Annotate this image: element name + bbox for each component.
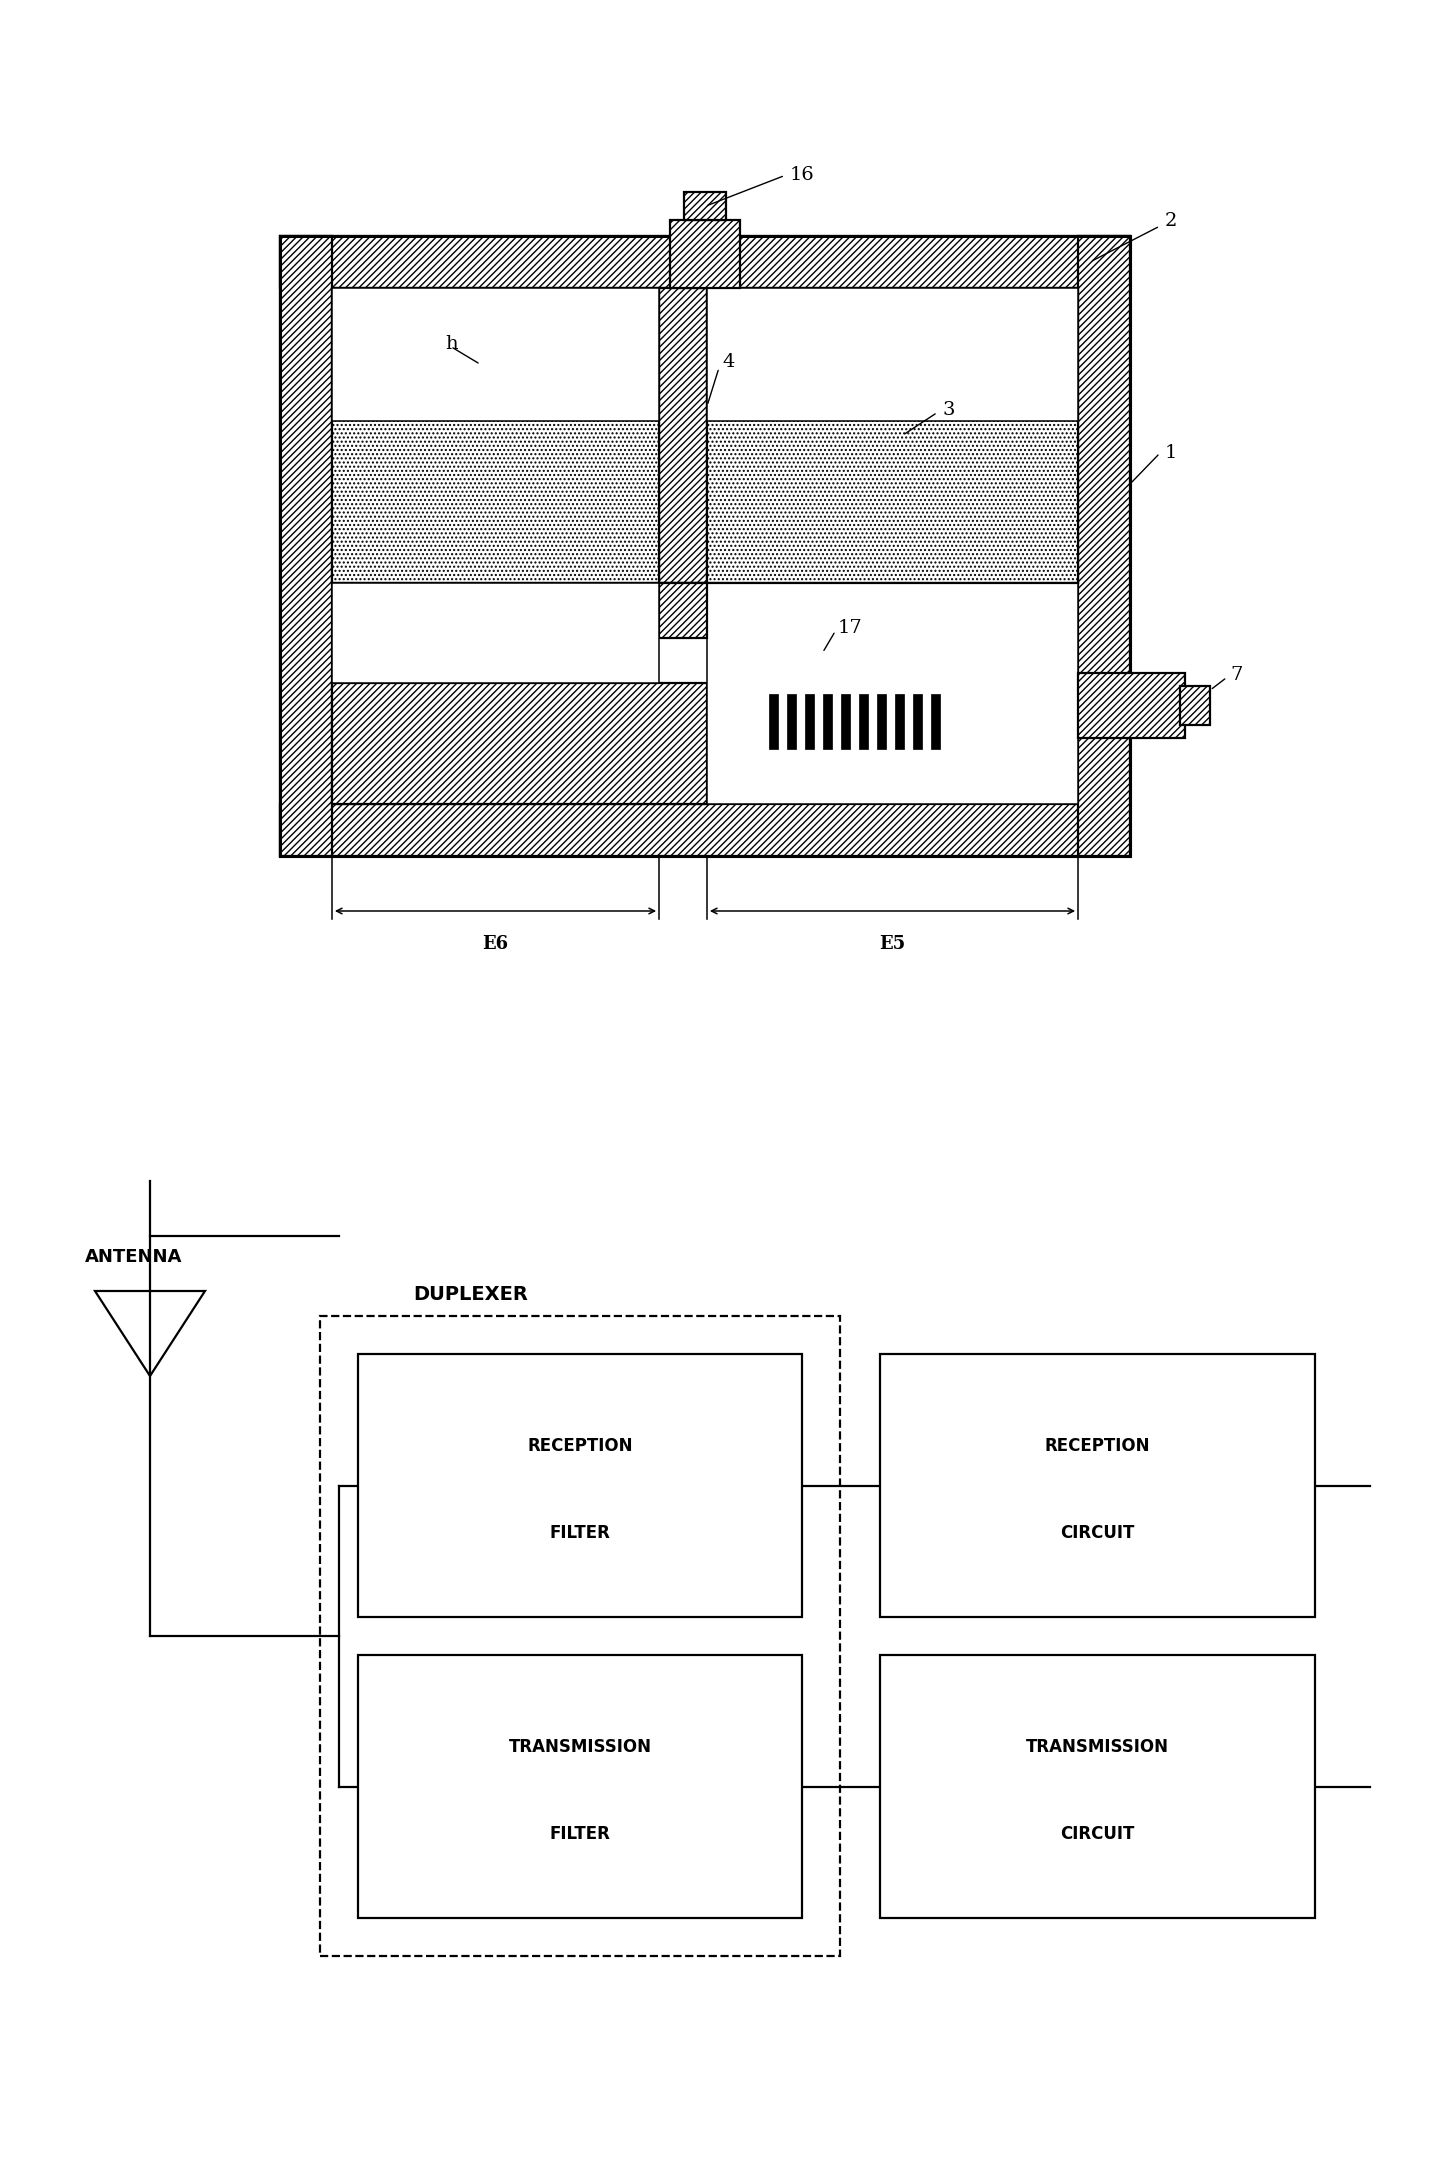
Bar — [332, 583, 659, 683]
Bar — [858, 694, 867, 749]
Bar — [332, 287, 659, 583]
Bar — [279, 235, 1131, 855]
Bar — [707, 287, 1078, 420]
Bar — [822, 694, 832, 749]
Text: RECEPTION: RECEPTION — [527, 1438, 633, 1456]
Text: CIRCUIT: CIRCUIT — [1061, 1523, 1135, 1543]
Text: E5: E5 — [879, 936, 905, 953]
Text: DUPLEXER: DUPLEXER — [413, 1286, 528, 1303]
Text: 1: 1 — [1165, 444, 1177, 461]
Text: RECEPTION: RECEPTION — [1045, 1438, 1151, 1456]
Bar — [768, 694, 778, 749]
Text: 3: 3 — [943, 400, 954, 420]
Bar — [841, 694, 850, 749]
Bar — [279, 235, 332, 855]
Text: 7: 7 — [1229, 666, 1243, 683]
Bar — [707, 583, 1078, 803]
Bar — [279, 803, 1131, 855]
Bar — [895, 694, 904, 749]
Bar — [669, 220, 741, 287]
Bar — [912, 694, 922, 749]
Bar — [279, 235, 1131, 287]
Bar — [931, 694, 940, 749]
Text: 4: 4 — [722, 353, 735, 370]
Text: TRANSMISSION: TRANSMISSION — [508, 1739, 652, 1756]
Bar — [787, 694, 796, 749]
Text: h: h — [445, 335, 458, 353]
Bar — [320, 1316, 840, 1956]
Bar — [880, 1656, 1315, 1917]
Text: FILTER: FILTER — [550, 1523, 611, 1543]
Bar — [707, 287, 1078, 583]
Bar — [659, 287, 707, 583]
Bar — [358, 1353, 802, 1617]
Text: CIRCUIT: CIRCUIT — [1061, 1826, 1135, 1843]
Bar — [332, 683, 707, 803]
Bar — [880, 1353, 1315, 1617]
Text: TRANSMISSION: TRANSMISSION — [1026, 1739, 1168, 1756]
Bar — [805, 694, 813, 749]
Text: 2: 2 — [1165, 211, 1177, 231]
Text: E6: E6 — [483, 936, 509, 953]
Bar — [358, 1656, 802, 1917]
Text: 16: 16 — [790, 165, 815, 185]
Bar — [332, 287, 659, 420]
Text: FILTER: FILTER — [550, 1826, 611, 1843]
Bar — [877, 694, 886, 749]
Bar — [659, 583, 707, 638]
Bar — [684, 191, 726, 220]
Bar — [279, 235, 1131, 855]
Text: 17: 17 — [838, 618, 863, 638]
Bar — [1180, 685, 1211, 725]
Bar — [1078, 235, 1131, 855]
Bar — [1078, 672, 1184, 738]
Bar — [332, 287, 1078, 803]
Text: ANTENNA: ANTENNA — [84, 1249, 182, 1266]
